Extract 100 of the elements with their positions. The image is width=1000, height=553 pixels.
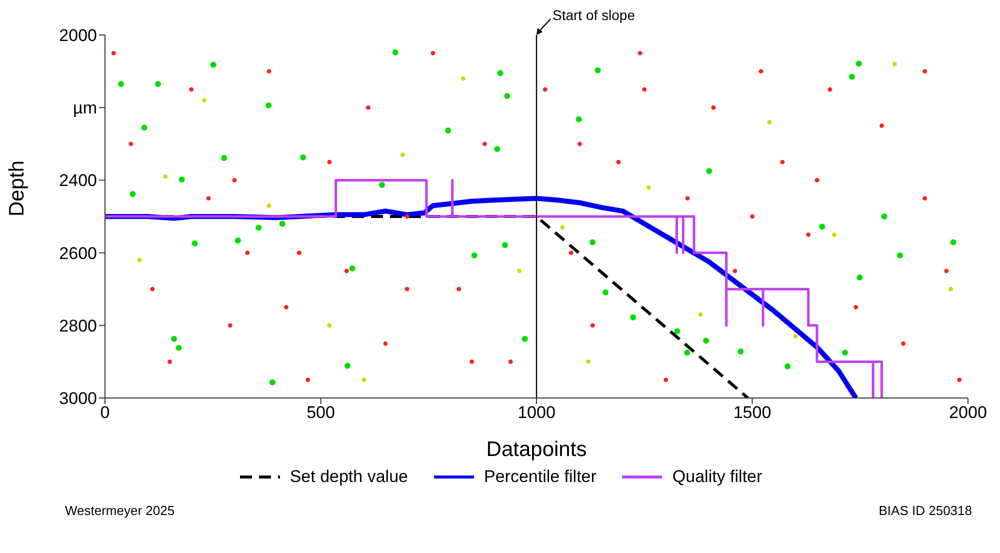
point xyxy=(245,250,250,255)
point xyxy=(542,87,548,92)
point xyxy=(232,178,237,182)
point xyxy=(504,92,510,99)
point xyxy=(266,102,272,108)
point xyxy=(590,239,596,246)
point xyxy=(856,60,862,67)
point xyxy=(854,305,858,310)
point xyxy=(176,344,182,351)
point xyxy=(819,224,826,230)
point xyxy=(256,224,262,231)
y-tick-label: 3000 xyxy=(59,389,97,408)
point xyxy=(922,69,928,74)
point xyxy=(150,286,155,292)
point xyxy=(586,360,590,364)
point xyxy=(155,81,162,88)
point xyxy=(685,196,690,201)
point xyxy=(711,105,716,110)
point xyxy=(460,76,466,81)
point xyxy=(266,203,272,208)
point xyxy=(502,242,508,248)
point xyxy=(950,239,956,246)
point xyxy=(111,50,116,56)
point xyxy=(784,363,791,370)
x-tick-label: 1000 xyxy=(518,403,556,422)
y-tick-label: 2000 xyxy=(59,26,97,46)
point xyxy=(892,62,897,66)
point xyxy=(602,289,609,296)
x-tick-label: 2000 xyxy=(949,403,987,422)
point xyxy=(306,378,310,382)
point xyxy=(344,362,351,369)
point xyxy=(206,196,211,201)
point xyxy=(404,214,410,219)
point xyxy=(576,116,582,122)
point xyxy=(430,50,436,56)
point xyxy=(404,286,410,292)
point xyxy=(383,341,388,346)
point xyxy=(674,328,680,334)
point xyxy=(189,87,194,92)
point xyxy=(842,350,848,356)
legend-label: Set depth value xyxy=(290,467,408,487)
point xyxy=(522,336,528,342)
point xyxy=(118,81,124,88)
point xyxy=(577,142,582,146)
point xyxy=(362,378,366,382)
point xyxy=(192,240,198,246)
point xyxy=(445,127,452,134)
point xyxy=(896,252,903,258)
y-tick-label: 2400 xyxy=(59,171,97,190)
point xyxy=(750,214,754,219)
point xyxy=(698,312,703,317)
point xyxy=(758,69,764,74)
point xyxy=(638,50,642,56)
ref-line-label: Start of slope xyxy=(552,7,636,23)
point xyxy=(780,160,785,164)
point xyxy=(767,120,772,124)
point xyxy=(944,268,949,274)
point xyxy=(684,350,690,356)
point xyxy=(590,323,595,328)
point xyxy=(296,250,302,255)
y-tick-label: 2600 xyxy=(59,244,97,263)
point xyxy=(221,155,228,162)
point xyxy=(560,225,565,230)
point xyxy=(957,378,962,382)
point xyxy=(130,190,136,197)
y-axis-title: Depth xyxy=(5,160,28,216)
point xyxy=(856,274,863,280)
x-axis-title: Datapoints xyxy=(486,438,587,461)
point xyxy=(128,142,134,146)
point xyxy=(517,268,522,274)
point xyxy=(664,378,668,382)
legend-label: Quality filter xyxy=(672,467,762,487)
point xyxy=(228,323,232,328)
point xyxy=(901,341,906,346)
legend-label: Percentile filter xyxy=(484,467,596,487)
point xyxy=(400,152,405,157)
point xyxy=(284,305,288,310)
point xyxy=(732,268,738,274)
point xyxy=(300,154,306,160)
point xyxy=(279,220,286,227)
point xyxy=(168,360,172,364)
y-tick-label: µm xyxy=(73,98,97,118)
point xyxy=(616,160,621,164)
point xyxy=(948,286,953,292)
point xyxy=(366,105,370,110)
point xyxy=(178,176,185,182)
point xyxy=(163,174,168,179)
point xyxy=(738,348,744,355)
point xyxy=(828,87,832,92)
point xyxy=(646,185,651,190)
text: BIAS ID 250318 xyxy=(878,503,972,518)
point xyxy=(266,69,272,74)
point xyxy=(706,168,712,174)
text: Westermeyer 2025 xyxy=(65,503,175,518)
point xyxy=(344,268,349,274)
point xyxy=(327,160,332,164)
point xyxy=(470,360,474,364)
point xyxy=(508,360,513,364)
point xyxy=(269,379,276,386)
point xyxy=(327,323,332,328)
